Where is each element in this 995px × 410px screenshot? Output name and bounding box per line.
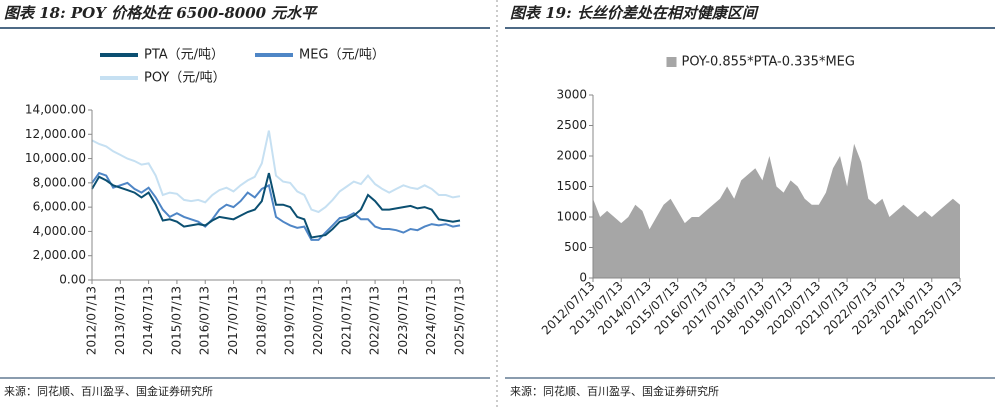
y-tick-label: 10,000.00 [25, 151, 86, 165]
y-tick-label: 14,000.00 [25, 103, 86, 117]
y-tick-label: 500 [564, 240, 587, 254]
line [91, 171, 461, 241]
legend-swatch [666, 57, 677, 67]
x-tick-label: 2014/07/13 [141, 286, 155, 355]
x-tick-label: 2023/07/13 [396, 286, 410, 355]
x-tick-label: 2016/07/13 [198, 286, 212, 355]
x-tick-label: 2019/07/13 [283, 286, 297, 355]
source: 来源：同花顺、百川盈孚、国金证券研究所 [4, 384, 213, 398]
x-tick-label: 2021/07/13 [339, 286, 353, 355]
y-tick-label: 1500 [556, 179, 587, 193]
y-tick-label: 3000 [556, 88, 587, 102]
y-tick-label: 12,000.00 [25, 127, 86, 141]
x-tick-label: 2020/07/13 [311, 286, 325, 355]
y-tick-label: 2,000.00 [33, 248, 86, 262]
x-tick-label: 2025/07/13 [453, 286, 467, 355]
y-tick-label: 2500 [556, 118, 587, 132]
y-tick-label: 4,000.00 [33, 224, 86, 238]
x-tick-label: 2022/07/13 [368, 286, 382, 355]
y-tick-label: 2000 [556, 149, 587, 163]
y-tick-label: 6,000.00 [33, 200, 86, 214]
x-tick-label: 2015/07/13 [169, 286, 183, 355]
legend-label: PTA（元/吨） [144, 48, 224, 63]
x-tick-label: 2013/07/13 [113, 286, 127, 355]
line [91, 130, 461, 214]
line [91, 172, 461, 239]
y-tick-label: 0.00 [59, 273, 86, 287]
x-tick-label: 2012/07/13 [85, 286, 99, 355]
chart-title: 图表 19: 长丝价差处在相对健康区间 [510, 4, 760, 22]
x-tick-label: 2024/07/13 [424, 286, 438, 355]
source: 来源：同花顺、百川盈孚、国金证券研究所 [510, 384, 719, 398]
legend-label: POY（元/吨） [144, 71, 226, 86]
legend-label: MEG（元/吨） [299, 48, 385, 63]
y-tick-label: 8,000.00 [33, 175, 86, 189]
y-tick-label: 1000 [556, 210, 587, 224]
legend-label: POY-0.855*PTA-0.335*MEG [682, 55, 855, 70]
y-tick-label: 0 [579, 271, 587, 285]
area [593, 143, 960, 278]
chart-title: 图表 18: POY 价格处在 6500-8000 元水平 [4, 4, 318, 22]
x-tick-label: 2018/07/13 [254, 286, 268, 355]
x-tick-label: 2017/07/13 [226, 286, 240, 355]
